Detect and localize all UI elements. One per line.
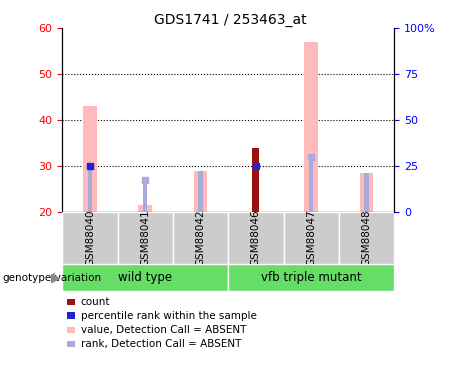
Text: vfb triple mutant: vfb triple mutant xyxy=(261,271,361,284)
Bar xyxy=(284,212,339,264)
Text: ▶: ▶ xyxy=(52,272,61,285)
Bar xyxy=(254,166,258,212)
Text: GDS1741 / 253463_at: GDS1741 / 253463_at xyxy=(154,13,307,27)
Bar xyxy=(339,212,394,264)
Bar xyxy=(143,180,148,212)
Text: GSM88041: GSM88041 xyxy=(140,210,150,266)
Bar xyxy=(83,106,97,212)
Text: wild type: wild type xyxy=(118,271,172,284)
Bar xyxy=(304,42,318,212)
Bar xyxy=(118,212,173,264)
Text: GSM88042: GSM88042 xyxy=(195,210,206,266)
Bar xyxy=(252,148,260,212)
Bar xyxy=(364,173,369,212)
Bar xyxy=(138,205,152,212)
Bar xyxy=(173,212,228,264)
Bar xyxy=(309,157,313,212)
Bar xyxy=(194,171,207,212)
Text: GSM88048: GSM88048 xyxy=(361,210,372,266)
Bar xyxy=(228,264,394,291)
Text: rank, Detection Call = ABSENT: rank, Detection Call = ABSENT xyxy=(81,339,241,349)
Text: count: count xyxy=(81,297,110,307)
Bar xyxy=(228,212,284,264)
Text: GSM88046: GSM88046 xyxy=(251,210,261,266)
Bar xyxy=(88,166,92,212)
Text: GSM88040: GSM88040 xyxy=(85,210,95,266)
Bar xyxy=(198,171,203,212)
Bar xyxy=(62,212,118,264)
Text: percentile rank within the sample: percentile rank within the sample xyxy=(81,311,257,321)
Bar xyxy=(62,264,228,291)
Bar xyxy=(360,173,373,212)
Text: GSM88047: GSM88047 xyxy=(306,210,316,266)
Text: value, Detection Call = ABSENT: value, Detection Call = ABSENT xyxy=(81,325,246,335)
Text: genotype/variation: genotype/variation xyxy=(2,273,101,283)
